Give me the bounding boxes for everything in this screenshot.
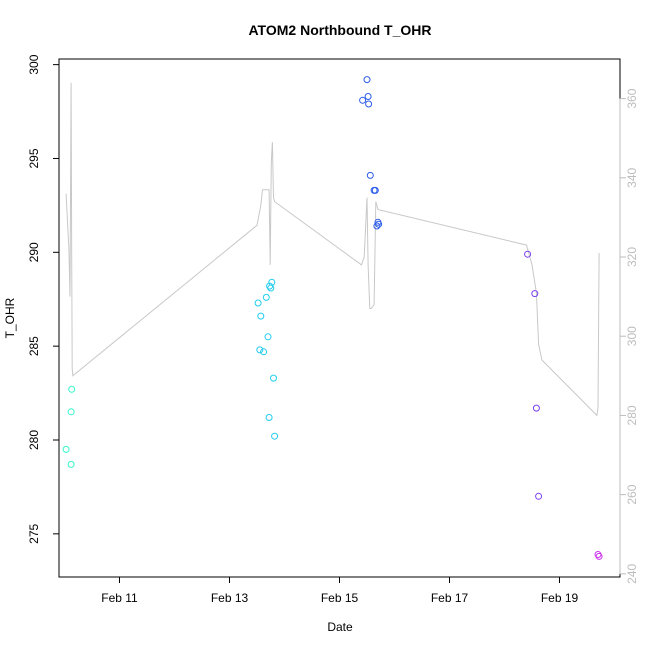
data-point: [257, 312, 265, 320]
data-point: [68, 385, 76, 393]
data-point: [363, 76, 371, 84]
data-point: [375, 220, 383, 228]
data-point: [67, 460, 75, 468]
x-tick-label: Feb 17: [431, 591, 469, 605]
data-point: [365, 100, 373, 108]
data-point: [359, 96, 367, 104]
y-tick-label: 285: [27, 336, 41, 356]
data-point: [366, 171, 374, 179]
data-point: [254, 299, 262, 307]
data-point: [364, 93, 372, 100]
y-axis-label: T_OHR: [3, 297, 17, 338]
x-tick-label: Feb 11: [101, 591, 138, 605]
data-point: [264, 333, 272, 341]
x-axis-label: Date: [327, 620, 353, 634]
y-tick-label: 290: [27, 242, 41, 262]
secondary-line-layer: [65, 82, 600, 417]
y-tick-label: 295: [27, 148, 41, 168]
y-tick-label: 275: [27, 524, 41, 544]
data-point: [268, 278, 276, 286]
data-point: [67, 408, 75, 416]
y-tick-label: 300: [27, 54, 41, 74]
y-right-tick-label: 280: [625, 405, 639, 425]
data-point: [535, 492, 543, 500]
y-right-tick-label: 260: [625, 484, 639, 504]
data-point: [260, 348, 268, 356]
y-axis-left: 275 280 285 290 295 300: [27, 54, 60, 544]
data-point: [256, 346, 264, 354]
x-axis: Feb 11 Feb 13 Feb 15 Feb 17 Feb 19: [101, 576, 579, 605]
data-point: [62, 445, 70, 453]
x-tick-label: Feb 19: [541, 591, 579, 605]
data-point: [373, 222, 381, 230]
y-right-tick-label: 300: [625, 326, 639, 346]
data-point: [531, 290, 539, 298]
data-point: [271, 432, 279, 440]
data-point: [524, 250, 532, 258]
x-tick-label: Feb 15: [321, 591, 359, 605]
y-axis-right: 240 260 280 300 320 340 360: [619, 88, 639, 584]
data-point: [595, 552, 603, 560]
y-right-tick-label: 320: [625, 247, 639, 267]
data-point: [266, 282, 274, 290]
y-right-tick-label: 240: [625, 563, 639, 583]
data-point: [262, 293, 270, 301]
data-point: [270, 374, 277, 382]
data-point: [371, 186, 379, 194]
series-line: [65, 82, 600, 417]
y-tick-label: 280: [27, 430, 41, 450]
y-right-tick-label: 360: [625, 88, 639, 108]
x-tick-label: Feb 13: [211, 591, 249, 605]
data-point: [532, 404, 540, 412]
points-layer: [62, 76, 603, 560]
data-point: [265, 414, 273, 421]
chart-title: ATOM2 Northbound T_OHR: [248, 22, 431, 38]
y-right-tick-label: 340: [625, 167, 639, 187]
